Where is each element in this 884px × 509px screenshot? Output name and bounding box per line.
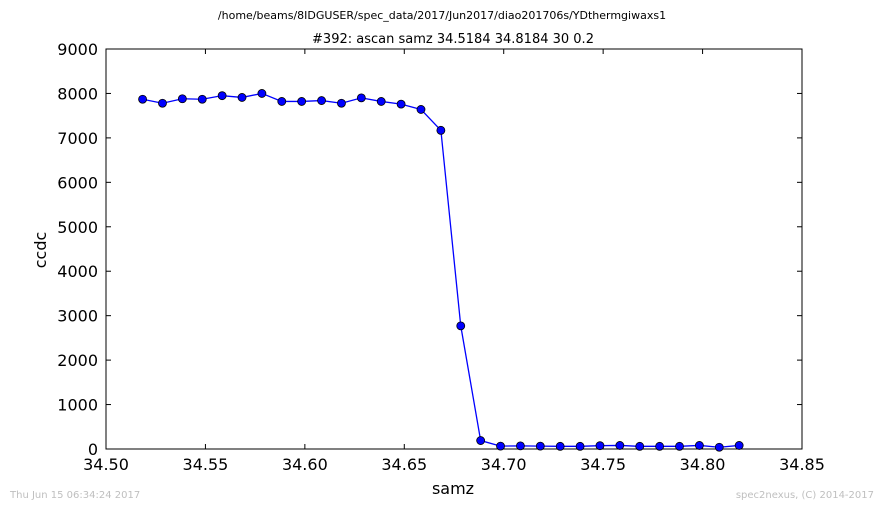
- x-tick-label: 34.55: [183, 455, 229, 474]
- y-tick-label: 1000: [57, 396, 98, 415]
- y-tick-label: 0: [88, 440, 98, 459]
- data-point: [416, 105, 426, 114]
- data-point: [277, 97, 287, 106]
- data-point: [436, 125, 446, 135]
- data-point: [456, 321, 466, 331]
- x-tick-label: 34.80: [680, 455, 726, 474]
- data-point: [158, 98, 167, 108]
- y-tick-label: 9000: [57, 40, 98, 59]
- x-axis-label: samz: [432, 479, 474, 498]
- data-point: [595, 441, 605, 451]
- data-point: [356, 93, 366, 103]
- x-tick-label: 34.50: [83, 455, 129, 474]
- data-point: [535, 441, 545, 451]
- data-point: [476, 436, 486, 445]
- x-tick-label: 34.60: [282, 455, 328, 474]
- data-point: [138, 94, 147, 104]
- data-point: [714, 442, 724, 452]
- data-point: [197, 94, 207, 104]
- y-tick-label: 3000: [57, 307, 98, 326]
- data-point: [217, 91, 227, 101]
- x-tick-label: 34.65: [381, 455, 427, 474]
- footer-credit: spec2nexus, (C) 2014-2017: [736, 490, 874, 501]
- chart-suptitle: /home/beams/8IDGUSER/spec_data/2017/Jun2…: [218, 9, 666, 22]
- y-tick-label: 8000: [57, 84, 98, 103]
- data-point: [396, 99, 406, 109]
- y-tick-label: 7000: [57, 129, 98, 148]
- footer-timestamp: Thu Jun 15 06:34:24 2017: [9, 490, 140, 501]
- data-point: [257, 89, 267, 98]
- data-point: [516, 441, 525, 451]
- data-point: [655, 441, 665, 451]
- series-markers: [138, 89, 744, 452]
- data-point: [376, 97, 386, 106]
- y-axis-label: ccdc: [31, 232, 50, 269]
- data-point: [734, 441, 744, 450]
- data-point: [317, 96, 326, 105]
- y-tick-label: 2000: [57, 351, 98, 370]
- data-point: [297, 97, 307, 106]
- data-point: [635, 441, 645, 451]
- y-axis-ticks: 0 1000 2000 3000 4000 5000 6000 7000 8000 9000: [57, 40, 802, 459]
- data-point: [177, 94, 187, 104]
- plot-area: [105, 48, 803, 450]
- data-point: [694, 441, 704, 450]
- data-point: [575, 441, 585, 451]
- y-tick-label: 4000: [57, 262, 98, 281]
- data-point: [675, 441, 684, 451]
- x-tick-label: 34.70: [481, 455, 527, 474]
- chart-title: #392: ascan samz 34.5184 34.8184 30 0.2: [312, 32, 594, 47]
- data-point: [337, 98, 346, 108]
- y-tick-label: 6000: [57, 173, 98, 192]
- data-point: [615, 441, 625, 450]
- data-point: [237, 93, 247, 102]
- y-tick-label: 5000: [57, 218, 98, 237]
- data-point: [555, 441, 565, 451]
- data-point: [496, 441, 505, 451]
- x-tick-label: 34.85: [779, 455, 825, 474]
- x-tick-label: 34.75: [580, 455, 626, 474]
